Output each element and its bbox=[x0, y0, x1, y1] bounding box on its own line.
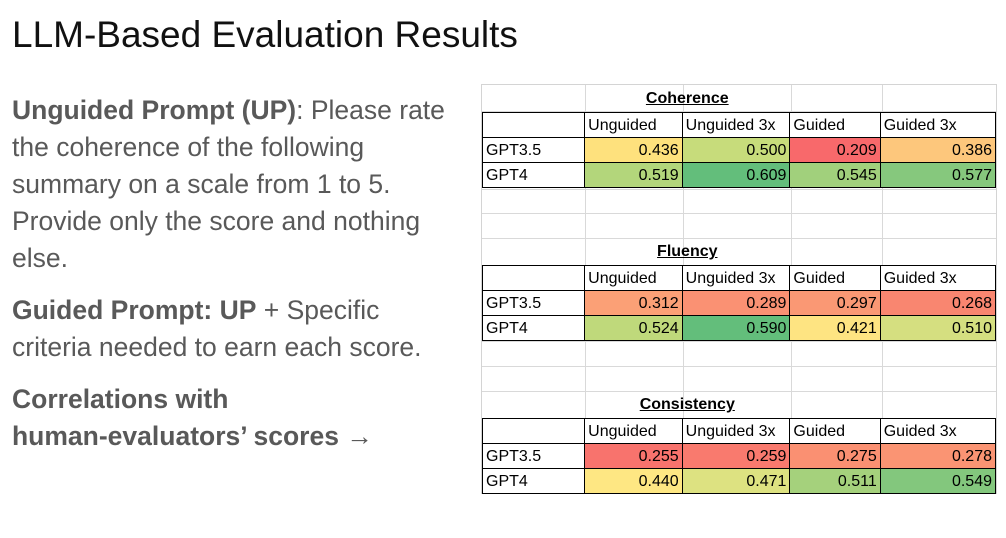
empty-cell bbox=[790, 391, 996, 419]
gridline bbox=[482, 238, 996, 239]
consistency-table: Consistency Unguided Unguided 3x Guided Guid… bbox=[481, 391, 997, 494]
guided-prompt-text: + Specific criteria needed to earn each … bbox=[12, 295, 422, 362]
gridline bbox=[482, 366, 996, 367]
table-title: Fluency bbox=[657, 243, 718, 260]
prompt-description: Unguided Prompt (UP): Please rate the co… bbox=[12, 92, 457, 455]
table-row: GPT4 0.440 0.471 0.511 0.549 bbox=[481, 468, 997, 494]
coherence-table: Coherence Unguided Unguided 3x Guided Guided… bbox=[481, 85, 997, 188]
table-title-row: Coherence bbox=[483, 85, 996, 113]
score-cell: 0.275 bbox=[789, 443, 881, 469]
unguided-prompt-paragraph: Unguided Prompt (UP): Please rate the co… bbox=[12, 92, 457, 277]
score-cell: 0.386 bbox=[879, 137, 997, 163]
slide-title: LLM-Based Evaluation Results bbox=[12, 14, 518, 55]
column-header: Guided 3x bbox=[879, 265, 997, 291]
column-header: Unguided 3x bbox=[681, 418, 791, 444]
gridline bbox=[482, 189, 996, 190]
table-title-row: Consistency bbox=[483, 391, 996, 419]
row-label: GPT4 bbox=[481, 315, 586, 341]
correlations-line-2: human-evaluators’ scores → bbox=[12, 421, 373, 451]
score-cell: 0.549 bbox=[879, 468, 997, 494]
column-header: Guided bbox=[789, 112, 881, 138]
table-header-row: Unguided Unguided 3x Guided Guided 3x bbox=[481, 418, 997, 444]
fluency-table: Fluency Unguided Unguided 3x Guided Guided 3… bbox=[481, 238, 997, 341]
corner-cell bbox=[481, 265, 586, 291]
table-row: GPT4 0.524 0.590 0.421 0.510 bbox=[481, 315, 997, 341]
row-label: GPT4 bbox=[481, 468, 586, 494]
table-header-row: Unguided Unguided 3x Guided Guided 3x bbox=[481, 112, 997, 138]
table-row: GPT3.5 0.312 0.289 0.297 0.268 bbox=[481, 290, 997, 316]
score-cell: 0.259 bbox=[681, 443, 791, 469]
empty-cell bbox=[790, 85, 996, 113]
score-cell: 0.436 bbox=[584, 137, 683, 163]
empty-cell bbox=[483, 391, 585, 419]
score-cell: 0.590 bbox=[681, 315, 791, 341]
column-header: Guided 3x bbox=[879, 112, 997, 138]
score-cell: 0.440 bbox=[584, 468, 683, 494]
unguided-prompt-text: : Please rate the coherence of the follo… bbox=[12, 95, 445, 273]
column-header: Unguided 3x bbox=[681, 265, 791, 291]
gridline bbox=[482, 111, 996, 112]
column-header: Guided bbox=[789, 265, 881, 291]
correlations-line-1: Correlations with bbox=[12, 384, 229, 414]
empty-cell bbox=[790, 238, 996, 266]
score-cell: 0.255 bbox=[584, 443, 683, 469]
gridline bbox=[482, 341, 996, 342]
table-row: GPT3.5 0.436 0.500 0.209 0.386 bbox=[481, 137, 997, 163]
table-row: GPT4 0.519 0.609 0.545 0.577 bbox=[481, 162, 997, 188]
empty-cell bbox=[483, 85, 585, 113]
column-header: Unguided bbox=[584, 112, 683, 138]
row-label: GPT3.5 bbox=[481, 137, 586, 163]
empty-cell bbox=[483, 238, 585, 266]
column-header: Guided 3x bbox=[879, 418, 997, 444]
column-header: Unguided 3x bbox=[681, 112, 791, 138]
score-cell: 0.511 bbox=[789, 468, 881, 494]
gridline bbox=[482, 213, 996, 214]
score-cell: 0.278 bbox=[879, 443, 997, 469]
row-label: GPT4 bbox=[481, 162, 586, 188]
score-cell: 0.312 bbox=[584, 290, 683, 316]
score-cell: 0.471 bbox=[681, 468, 791, 494]
score-cell: 0.510 bbox=[879, 315, 997, 341]
guided-prompt-label: Guided Prompt: UP bbox=[12, 295, 257, 325]
table-title-row: Fluency bbox=[483, 238, 996, 266]
unguided-prompt-label: Unguided Prompt (UP) bbox=[12, 95, 297, 125]
score-cell: 0.500 bbox=[681, 137, 791, 163]
table-title: Coherence bbox=[645, 90, 729, 107]
row-label: GPT3.5 bbox=[481, 290, 586, 316]
score-cell: 0.577 bbox=[879, 162, 997, 188]
score-cell: 0.268 bbox=[879, 290, 997, 316]
score-cell: 0.289 bbox=[681, 290, 791, 316]
column-header: Unguided bbox=[584, 418, 683, 444]
score-cell: 0.524 bbox=[584, 315, 683, 341]
score-cell: 0.297 bbox=[789, 290, 881, 316]
score-cell: 0.209 bbox=[789, 137, 881, 163]
corner-cell bbox=[481, 418, 586, 444]
column-header: Guided bbox=[789, 418, 881, 444]
table-row: GPT3.5 0.255 0.259 0.275 0.278 bbox=[481, 443, 997, 469]
score-cell: 0.545 bbox=[789, 162, 881, 188]
column-header: Unguided bbox=[584, 265, 683, 291]
corner-cell bbox=[481, 112, 586, 138]
score-cell: 0.609 bbox=[681, 162, 791, 188]
gridline bbox=[482, 391, 996, 392]
table-header-row: Unguided Unguided 3x Guided Guided 3x bbox=[481, 265, 997, 291]
correlations-note: Correlations with human-evaluators’ scor… bbox=[12, 381, 457, 455]
row-label: GPT3.5 bbox=[481, 443, 586, 469]
spreadsheet-region: Coherence Unguided Unguided 3x Guided Guided… bbox=[481, 84, 997, 494]
table-title: Consistency bbox=[639, 396, 735, 413]
score-cell: 0.421 bbox=[789, 315, 881, 341]
guided-prompt-paragraph: Guided Prompt: UP + Specific criteria ne… bbox=[12, 292, 457, 366]
score-cell: 0.519 bbox=[584, 162, 683, 188]
